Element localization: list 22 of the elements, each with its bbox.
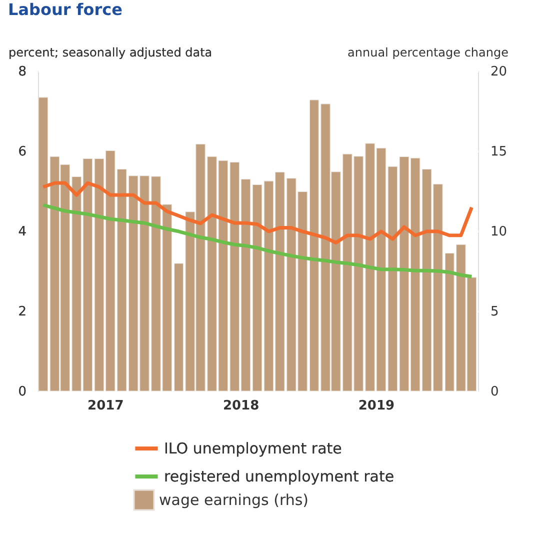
legend-label: registered unemployment rate bbox=[164, 468, 394, 486]
y-tick-label: 6 bbox=[18, 144, 26, 160]
y-axis-title: percent; seasonally adjusted data bbox=[8, 46, 212, 60]
line-series bbox=[41, 181, 474, 244]
line-series bbox=[41, 203, 474, 278]
y2-tick-label: 5 bbox=[490, 304, 499, 320]
y2-tick-label: 10 bbox=[490, 224, 508, 240]
legend-label: wage earnings (rhs) bbox=[159, 491, 309, 509]
x-tick-label: 2018 bbox=[222, 398, 260, 414]
y2-tick-label: 20 bbox=[490, 64, 508, 80]
y-tick-label: 0 bbox=[18, 384, 26, 400]
x-tick-label: 2017 bbox=[88, 398, 124, 414]
y-tick-label: 4 bbox=[18, 224, 26, 240]
y2-axis-title: annual percentage change bbox=[348, 46, 508, 60]
chart-title: Labour force bbox=[8, 0, 123, 19]
y2-tick-label: 0 bbox=[490, 384, 499, 400]
y2-tick-label: 15 bbox=[490, 144, 508, 160]
y-tick-label: 8 bbox=[18, 64, 26, 80]
bar bbox=[252, 184, 262, 392]
x-tick-label: 2019 bbox=[358, 398, 395, 414]
legend-label: ILO unemployment rate bbox=[164, 440, 342, 458]
y-tick-label: 2 bbox=[18, 304, 26, 320]
